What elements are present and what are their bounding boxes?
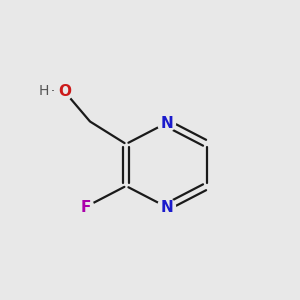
Text: H: H: [39, 84, 49, 98]
Text: N: N: [160, 116, 173, 130]
Circle shape: [77, 199, 94, 215]
Text: O: O: [58, 84, 71, 99]
Text: F: F: [80, 200, 91, 214]
Text: N: N: [160, 200, 173, 214]
Circle shape: [56, 83, 73, 100]
Bar: [32, 83, 58, 98]
Text: ·: ·: [51, 85, 55, 98]
Circle shape: [158, 198, 175, 216]
Circle shape: [158, 114, 175, 132]
